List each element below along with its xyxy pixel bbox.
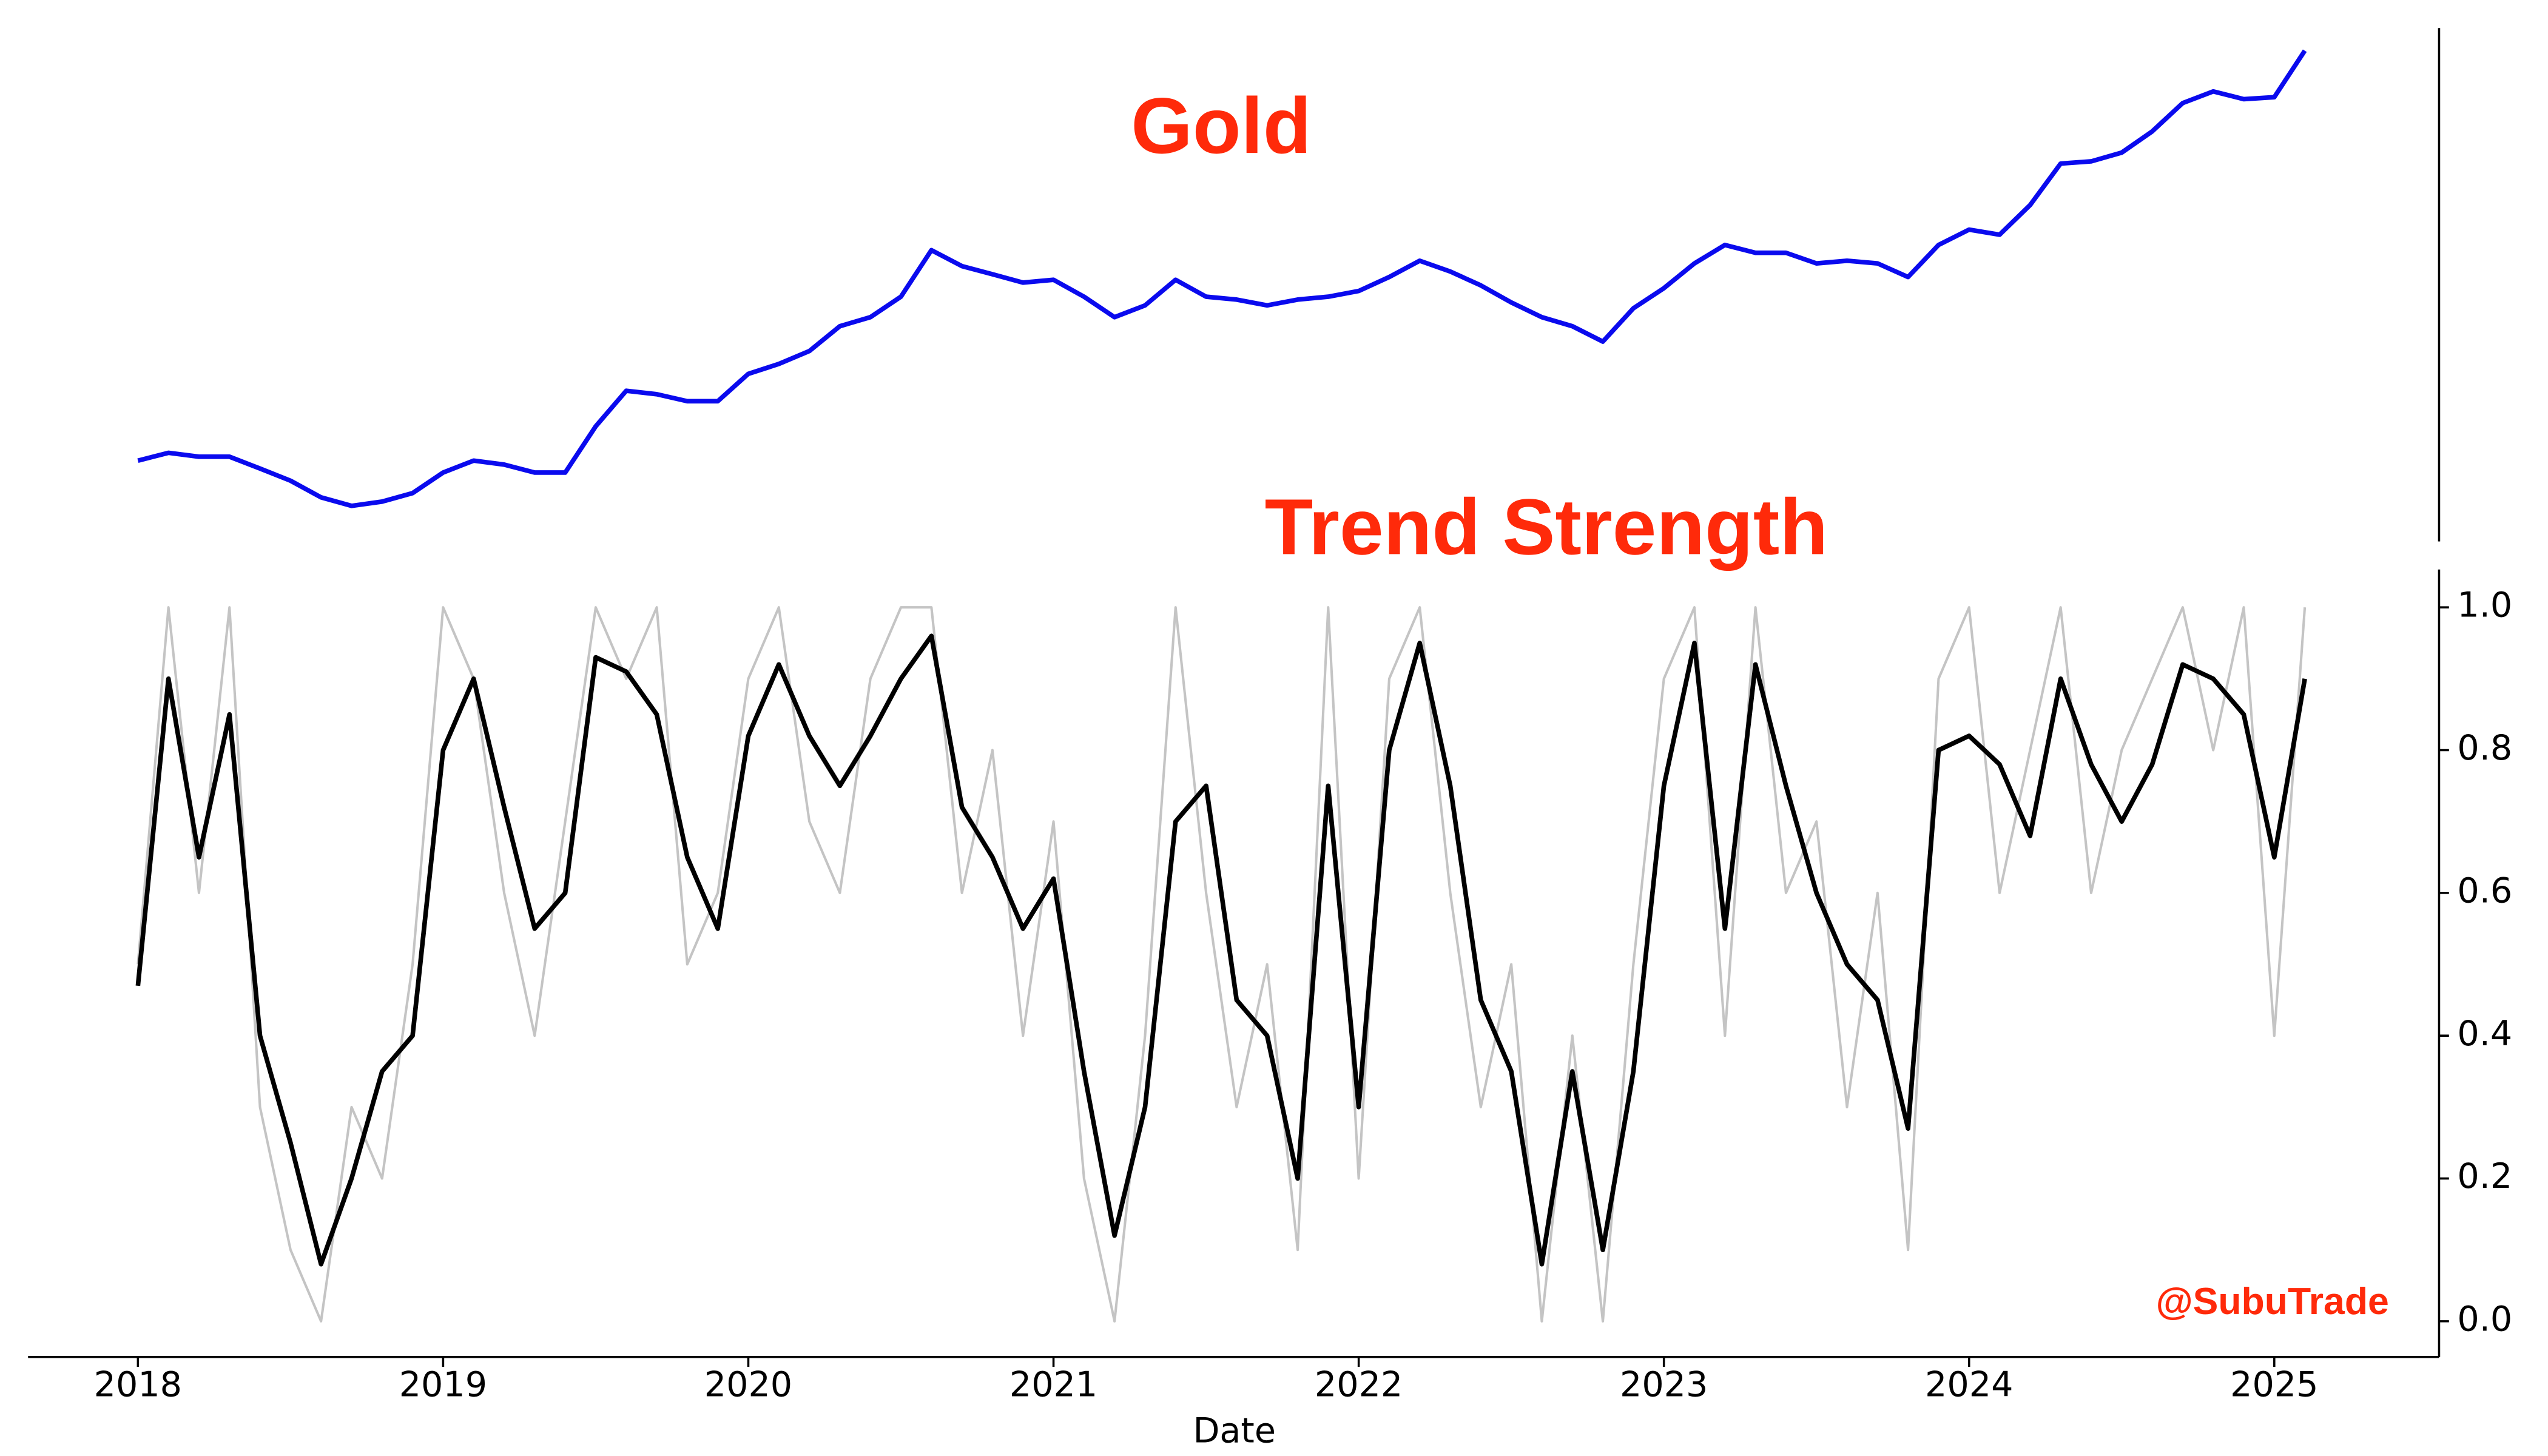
chart-title: Gold (1131, 81, 1311, 170)
x-tick-label: 2021 (1009, 1364, 1097, 1404)
x-tick-label: 2024 (1925, 1364, 2013, 1404)
data-line (137, 49, 2307, 508)
y-tick-label: 0.8 (2457, 728, 2512, 768)
y-tick-label: 1.0 (2457, 585, 2512, 625)
y-tick-label: 0.0 (2457, 1299, 2512, 1340)
x-tick-label: 2025 (2230, 1364, 2318, 1404)
annotation: @SubuTrade (2156, 1280, 2389, 1323)
y-tick-label: 0.4 (2457, 1014, 2512, 1054)
x-tick-label: 2023 (1620, 1364, 1708, 1404)
chart-title: Trend Strength (1265, 482, 1828, 571)
data-line (135, 633, 2307, 1267)
x-tick-label: 2022 (1315, 1364, 1403, 1404)
x-tick-label: 2019 (399, 1364, 487, 1404)
x-tick-label: 2020 (704, 1364, 792, 1404)
data-line (136, 606, 2307, 1323)
x-axis-label: Date (1193, 1411, 1276, 1451)
y-tick-label: 0.2 (2457, 1156, 2512, 1196)
x-tick-label: 2018 (94, 1364, 182, 1404)
y-tick-label: 0.6 (2457, 871, 2512, 911)
